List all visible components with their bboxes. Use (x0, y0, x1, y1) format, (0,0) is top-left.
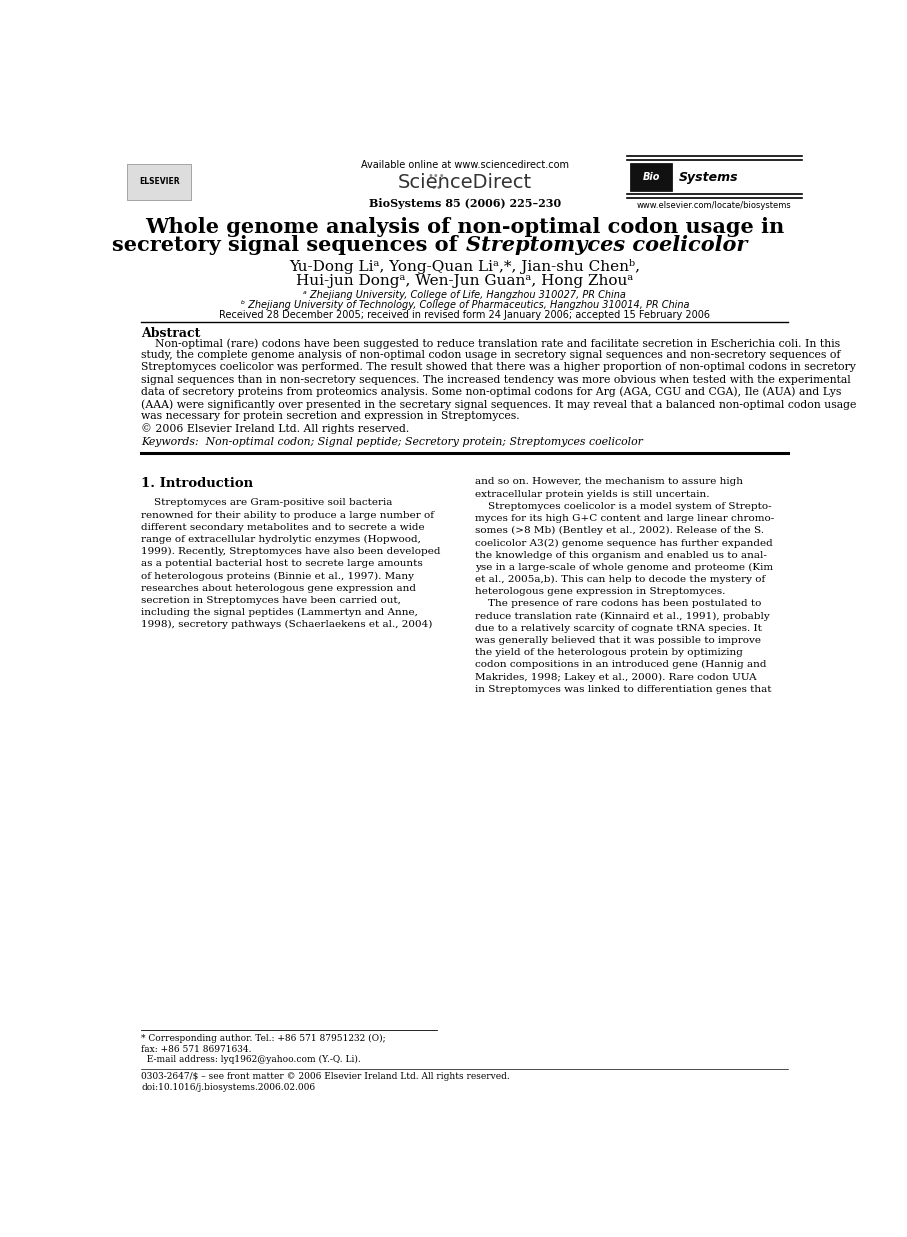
Text: due to a relatively scarcity of cognate tRNA species. It: due to a relatively scarcity of cognate … (475, 623, 762, 633)
Text: Makrides, 1998; Lakey et al., 2000). Rare codon UUA: Makrides, 1998; Lakey et al., 2000). Rar… (475, 673, 757, 682)
Text: fax: +86 571 86971634.: fax: +86 571 86971634. (141, 1045, 252, 1054)
Text: and so on. However, the mechanism to assure high: and so on. However, the mechanism to ass… (475, 477, 744, 486)
Text: codon compositions in an introduced gene (Hannig and: codon compositions in an introduced gene… (475, 661, 767, 669)
Text: including the signal peptides (Lammertyn and Anne,: including the signal peptides (Lammertyn… (141, 609, 418, 617)
Text: ᵃ Zhejiang University, College of Life, Hangzhou 310027, PR China: ᵃ Zhejiang University, College of Life, … (304, 291, 626, 301)
Text: www.elsevier.com/locate/biosystems: www.elsevier.com/locate/biosystems (637, 200, 792, 210)
Text: 1998), secretory pathways (Schaerlaekens et al., 2004): 1998), secretory pathways (Schaerlaekens… (141, 620, 433, 630)
Text: yse in a large-scale of whole genome and proteome (Kim: yse in a large-scale of whole genome and… (475, 563, 774, 571)
Text: BioSystems 85 (2006) 225–230: BioSystems 85 (2006) 225–230 (369, 198, 561, 209)
Text: data of secretory proteins from proteomics analysis. Some non-optimal codons for: data of secretory proteins from proteomi… (141, 387, 842, 397)
Text: reduce translation rate (Kinnaird et al., 1991), probably: reduce translation rate (Kinnaird et al.… (475, 611, 770, 621)
Text: secretory signal sequences of: secretory signal sequences of (112, 235, 465, 255)
Text: renowned for their ability to produce a large number of: renowned for their ability to produce a … (141, 511, 434, 520)
Text: Streptomyces coelicolor: Streptomyces coelicolor (466, 235, 747, 255)
Text: (AAA) were significantly over presented in the secretary signal sequences. It ma: (AAA) were significantly over presented … (141, 400, 857, 409)
Text: Streptomyces coelicolor was performed. The result showed that there was a higher: Streptomyces coelicolor was performed. T… (141, 362, 856, 372)
Text: 1. Introduction: 1. Introduction (141, 477, 254, 490)
Text: ELSEVIER: ELSEVIER (139, 177, 180, 187)
Text: different secondary metabolites and to secrete a wide: different secondary metabolites and to s… (141, 523, 425, 532)
FancyBboxPatch shape (630, 163, 672, 192)
Text: * Corresponding author. Tel.: +86 571 87951232 (O);: * Corresponding author. Tel.: +86 571 87… (141, 1034, 386, 1043)
Text: researches about heterologous gene expression and: researches about heterologous gene expre… (141, 584, 416, 593)
Text: as a potential bacterial host to secrete large amounts: as a potential bacterial host to secrete… (141, 559, 424, 568)
Text: ScienceDirect: ScienceDirect (398, 173, 532, 192)
Text: © 2006 Elsevier Ireland Ltd. All rights reserved.: © 2006 Elsevier Ireland Ltd. All rights … (141, 423, 410, 434)
Text: study, the complete genome analysis of non-optimal codon usage in secretory sign: study, the complete genome analysis of n… (141, 350, 841, 360)
Text: secretion in Streptomyces have been carried out,: secretion in Streptomyces have been carr… (141, 596, 402, 605)
Text: was generally believed that it was possible to improve: was generally believed that it was possi… (475, 636, 761, 644)
Text: the knowledge of this organism and enabled us to anal-: the knowledge of this organism and enabl… (475, 550, 767, 559)
Text: signal sequences than in non-secretory sequences. The increased tendency was mor: signal sequences than in non-secretory s… (141, 375, 852, 385)
Text: Keywords:  Non-optimal codon; Signal peptide; Secretory protein; Streptomyces co: Keywords: Non-optimal codon; Signal pept… (141, 438, 643, 448)
Text: Streptomyces are Gram-positive soil bacteria: Streptomyces are Gram-positive soil bact… (141, 499, 393, 507)
Text: Systems: Systems (679, 171, 739, 183)
Text: •••
••: ••• •• (428, 171, 445, 193)
FancyBboxPatch shape (127, 163, 190, 200)
Text: Yu-Dong Liᵃ, Yong-Quan Liᵃ,*, Jian-shu Chenᵇ,: Yu-Dong Liᵃ, Yong-Quan Liᵃ,*, Jian-shu C… (289, 259, 640, 273)
Text: et al., 2005a,b). This can help to decode the mystery of: et al., 2005a,b). This can help to decod… (475, 575, 766, 584)
Text: Received 28 December 2005; received in revised form 24 January 2006; accepted 15: Received 28 December 2005; received in r… (219, 310, 710, 320)
Text: doi:10.1016/j.biosystems.2006.02.006: doi:10.1016/j.biosystems.2006.02.006 (141, 1082, 316, 1092)
Text: Non-optimal (rare) codons have been suggested to reduce translation rate and fac: Non-optimal (rare) codons have been sugg… (141, 338, 841, 349)
Text: was necessary for protein secretion and expression in Streptomyces.: was necessary for protein secretion and … (141, 411, 520, 421)
Text: 0303-2647/$ – see front matter © 2006 Elsevier Ireland Ltd. All rights reserved.: 0303-2647/$ – see front matter © 2006 El… (141, 1072, 511, 1081)
Text: Available online at www.sciencedirect.com: Available online at www.sciencedirect.co… (361, 160, 569, 169)
Text: myces for its high G+C content and large linear chromo-: myces for its high G+C content and large… (475, 515, 775, 523)
Text: Bio: Bio (642, 172, 660, 182)
Text: ᵇ Zhejiang University of Technology, College of Pharmaceutics, Hangzhou 310014, : ᵇ Zhejiang University of Technology, Col… (240, 299, 689, 310)
Text: 1999). Recently, Streptomyces have also been developed: 1999). Recently, Streptomyces have also … (141, 547, 441, 557)
Text: Whole genome analysis of non-optimal codon usage in: Whole genome analysis of non-optimal cod… (145, 216, 785, 238)
Text: The presence of rare codons has been postulated to: The presence of rare codons has been pos… (475, 600, 762, 609)
Text: E-mail address: lyq1962@yahoo.com (Y.-Q. Li).: E-mail address: lyq1962@yahoo.com (Y.-Q.… (141, 1055, 361, 1064)
Text: Abstract: Abstract (141, 327, 200, 339)
Text: Hui-jun Dongᵃ, Wen-Jun Guanᵃ, Hong Zhouᵃ: Hui-jun Dongᵃ, Wen-Jun Guanᵃ, Hong Zhouᵃ (297, 275, 633, 288)
Text: somes (>8 Mb) (Bentley et al., 2002). Release of the S.: somes (>8 Mb) (Bentley et al., 2002). Re… (475, 526, 765, 536)
Text: coelicolor A3(2) genome sequence has further expanded: coelicolor A3(2) genome sequence has fur… (475, 538, 773, 548)
Text: Streptomyces coelicolor is a model system of Strepto-: Streptomyces coelicolor is a model syste… (475, 502, 772, 511)
Text: range of extracellular hydrolytic enzymes (Hopwood,: range of extracellular hydrolytic enzyme… (141, 534, 422, 544)
Text: of heterologous proteins (Binnie et al., 1997). Many: of heterologous proteins (Binnie et al.,… (141, 571, 414, 580)
Text: extracellular protein yields is still uncertain.: extracellular protein yields is still un… (475, 490, 710, 499)
Text: heterologous gene expression in Streptomyces.: heterologous gene expression in Streptom… (475, 588, 726, 596)
Text: the yield of the heterologous protein by optimizing: the yield of the heterologous protein by… (475, 648, 743, 657)
Text: in Streptomyces was linked to differentiation genes that: in Streptomyces was linked to differenti… (475, 685, 772, 694)
